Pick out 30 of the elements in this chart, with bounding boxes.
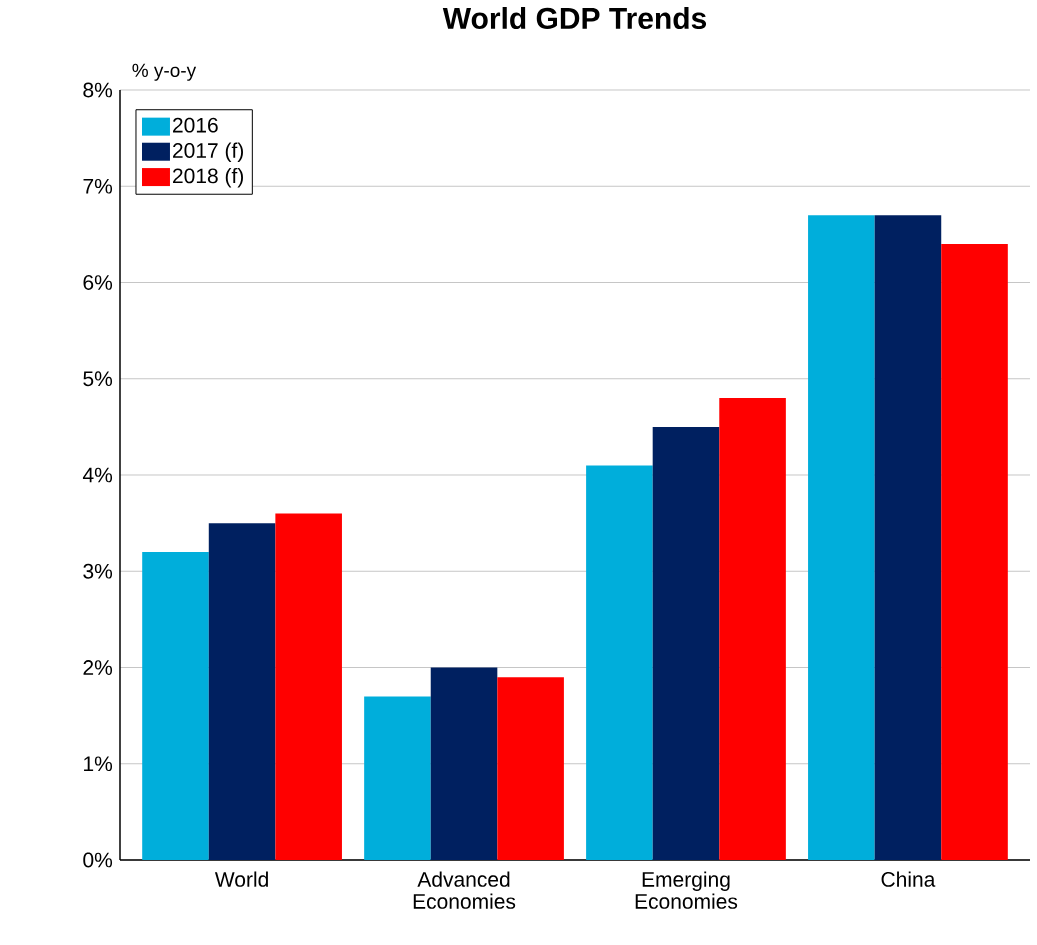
- bar: [874, 215, 942, 860]
- bar: [275, 513, 342, 860]
- y-tick-label: 6%: [83, 275, 113, 290]
- bar: [497, 677, 564, 860]
- x-tick-label: China: [881, 871, 936, 887]
- bar: [430, 667, 498, 860]
- x-tick-label: World: [214, 871, 268, 887]
- x-tick-label: Advanced Economies: [413, 871, 516, 909]
- y-tick-label: 3%: [83, 563, 113, 579]
- y-tick-label: 2%: [83, 660, 113, 675]
- bar: [586, 465, 653, 860]
- y-tick-label: 7%: [83, 178, 113, 194]
- bar: [208, 523, 276, 860]
- bar: [142, 552, 209, 860]
- y-tick-label: 8%: [83, 82, 113, 98]
- y-tick-label: 5%: [83, 371, 113, 387]
- bar: [364, 696, 431, 860]
- bar: [941, 244, 1008, 860]
- y-axis-title: % y-o-y: [132, 63, 197, 81]
- bar: [652, 426, 720, 860]
- bar: [719, 398, 786, 860]
- y-tick-label: 4%: [82, 467, 113, 483]
- x-tick-label: Emerging Economies: [635, 871, 738, 909]
- legend-label: 2018 (f): [173, 167, 243, 188]
- legend-label: 2017 (f): [173, 142, 243, 163]
- chart-title: World GDP Trends: [442, 7, 707, 30]
- bar: [808, 215, 875, 860]
- y-tick-label: 0%: [83, 852, 113, 868]
- legend-label: 2016: [173, 117, 218, 133]
- y-tick-label: 1%: [84, 756, 113, 772]
